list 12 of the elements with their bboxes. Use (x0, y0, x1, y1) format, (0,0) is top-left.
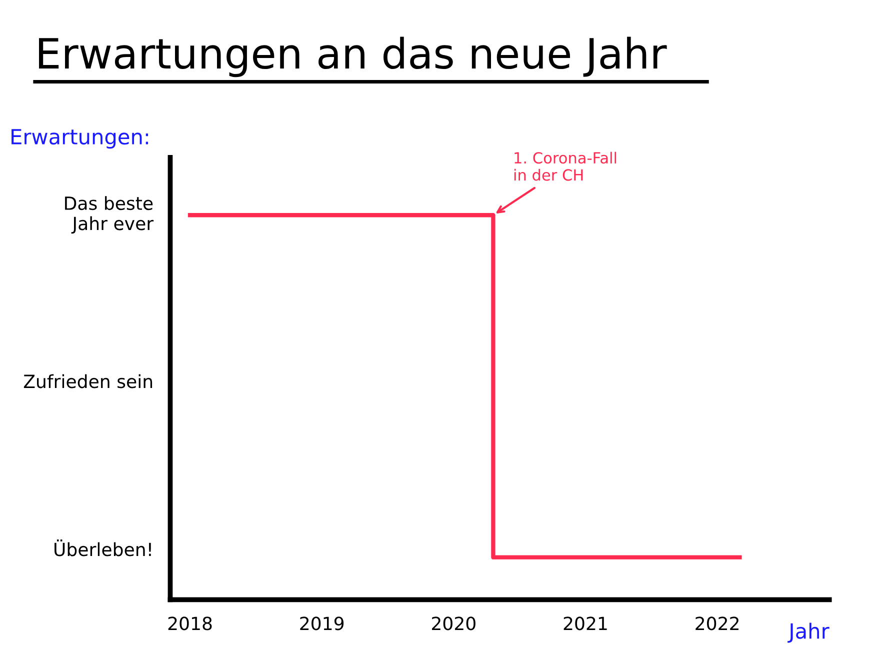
chart-title: Erwartungen an das neue Jahr (39, 36, 667, 78)
annotation: 1. Corona-Fall in der CH (514, 152, 616, 181)
text: Das beste Jahr ever (65, 196, 154, 234)
x-axis-title: Jahr (788, 622, 830, 643)
x-tick-label: 2019 (300, 616, 344, 630)
x-tick-label: 2021 (564, 616, 607, 630)
y-axis-title: Erwartungen: (12, 129, 148, 149)
x-tick-label: 2018 (168, 616, 212, 630)
x-tick-label: 2022 (696, 616, 738, 630)
x-tick-label: 2020 (432, 616, 476, 630)
text: Überleben! (54, 540, 151, 556)
text: Zufrieden sein (24, 374, 152, 388)
